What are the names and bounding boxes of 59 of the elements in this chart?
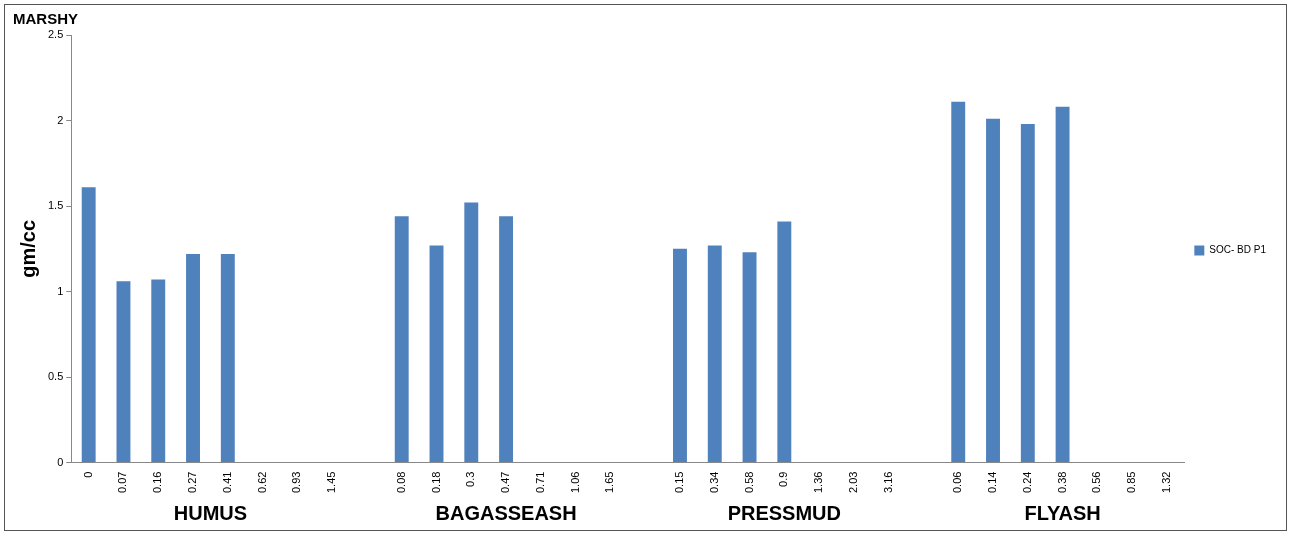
text: PRESSMUD — [727, 501, 842, 524]
x-tick-label: 0.58 — [742, 471, 755, 494]
legend-label: SOC- BD P1 — [1209, 244, 1267, 256]
bar — [81, 187, 96, 463]
x-tick-label: 0.27 — [186, 471, 199, 494]
bar — [707, 245, 722, 463]
x-tick-label: 1.36 — [812, 471, 825, 494]
text: HUMUS — [173, 501, 248, 524]
x-tick-label: 0.15 — [673, 471, 686, 494]
y-tick-label: 2 — [57, 113, 64, 126]
x-tick-label: 0.16 — [151, 471, 164, 494]
x-tick-label: 0.93 — [290, 471, 303, 494]
x-tick-label: 0.14 — [986, 471, 999, 494]
bar — [464, 202, 479, 463]
bar — [1055, 106, 1070, 463]
bar — [220, 253, 235, 463]
bar — [777, 221, 792, 463]
bar — [499, 216, 514, 463]
x-tick-label: 0.41 — [220, 471, 233, 494]
x-tick-label: 0.62 — [255, 471, 268, 494]
x-tick-label: 0.56 — [1090, 471, 1103, 494]
bar — [673, 248, 687, 463]
y-tick-label: 0 — [57, 455, 64, 468]
x-tick-label: 0.06 — [951, 471, 964, 494]
x-tick-label: 1.06 — [568, 471, 581, 494]
bar — [186, 253, 200, 463]
bar — [151, 279, 166, 463]
x-tick-label: 1.65 — [603, 471, 616, 494]
x-tick-label: 0.24 — [1020, 471, 1033, 494]
x-tick-label: 0.85 — [1125, 471, 1138, 494]
y-tick-label: 0.5 — [47, 370, 64, 383]
bar — [116, 281, 131, 463]
x-tick-label: 1.32 — [1159, 471, 1172, 494]
bar — [394, 216, 409, 463]
x-tick-label: 0.71 — [533, 471, 546, 494]
bar — [986, 118, 1000, 463]
x-tick-label: 1.45 — [325, 471, 338, 494]
text: BAGASSEASH — [435, 501, 577, 524]
x-tick-label: 0.08 — [394, 471, 407, 494]
x-tick-label: 0.3 — [464, 471, 477, 487]
x-tick-label: 2.03 — [846, 471, 859, 494]
x-tick-label: 0 — [81, 471, 94, 478]
y-axis-title: gm/cc — [16, 219, 39, 278]
x-tick-label: 0.07 — [116, 471, 129, 494]
x-tick-label: 3.16 — [881, 471, 894, 494]
bar — [951, 101, 966, 463]
x-tick-label: 0.9 — [777, 471, 790, 487]
x-tick-label: 0.18 — [429, 471, 442, 494]
chart-title: MARSHY — [13, 10, 79, 28]
x-tick-label: 0.38 — [1055, 471, 1068, 494]
y-tick-label: 1.5 — [47, 199, 64, 212]
bar — [429, 245, 444, 463]
x-tick-label: 0.34 — [707, 471, 720, 494]
x-tick-label: 0.47 — [499, 471, 512, 494]
bar — [742, 252, 757, 463]
bar — [1020, 123, 1035, 463]
y-tick-label: 2.5 — [47, 28, 64, 41]
text: FLYASH — [1024, 501, 1101, 524]
y-tick-label: 1 — [57, 284, 64, 297]
